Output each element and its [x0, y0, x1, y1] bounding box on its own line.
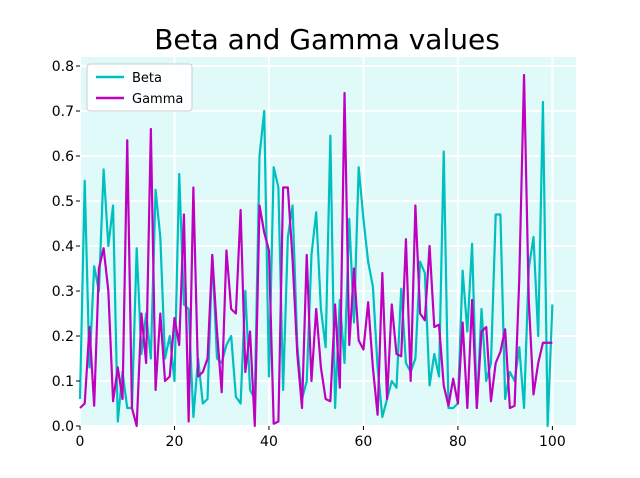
y-tick-label: 0.2	[52, 329, 74, 345]
y-tick-label: 0.1	[52, 374, 74, 390]
y-tick-label: 0.7	[52, 104, 74, 120]
legend-label-beta: Beta	[132, 71, 162, 86]
axes: 0 20 40 60 80 100 0.0 0.1 0.2 0.3 0.4 0.5 0.6 0.7 0.8	[52, 59, 566, 450]
chart-title: Beta and Gamma values	[154, 23, 500, 56]
legend: Beta Gamma	[86, 63, 193, 112]
x-tick-label: 0	[76, 434, 85, 450]
series-lines	[78, 73, 554, 428]
series-line-gamma	[79, 73, 553, 428]
y-tick-label: 0.8	[52, 59, 74, 75]
legend-label-gamma: Gamma	[132, 92, 183, 107]
x-tick-label: 80	[449, 434, 467, 450]
y-tick-label: 0.4	[52, 239, 74, 255]
x-tick-label: 60	[355, 434, 373, 450]
y-tick-label: 0.3	[52, 284, 74, 300]
x-tick-label: 40	[260, 434, 278, 450]
y-tick-label: 0.0	[52, 419, 74, 435]
x-tick-label: 20	[166, 434, 184, 450]
y-tick-label: 0.5	[52, 194, 74, 210]
series-line-beta	[78, 100, 554, 428]
x-tick-label: 100	[539, 434, 566, 450]
y-tick-label: 0.6	[52, 149, 74, 165]
